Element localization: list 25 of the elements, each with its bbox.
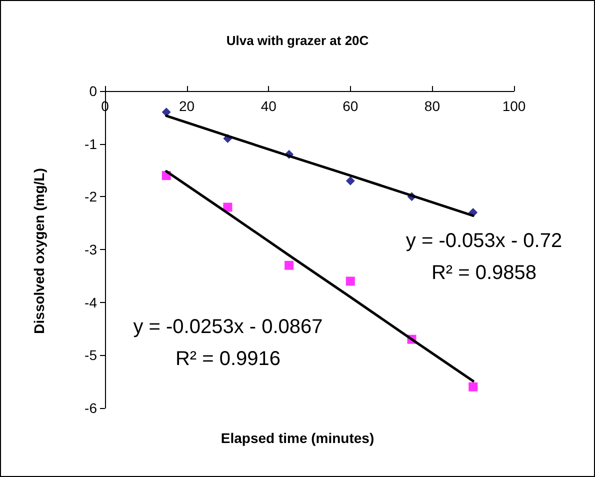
point — [468, 382, 478, 392]
annotation: R² = 0.9858 — [431, 262, 537, 284]
y-tick-label: -2 — [84, 188, 98, 205]
point — [284, 260, 294, 270]
y-tick-label: -4 — [84, 294, 98, 310]
x-tick-label: 100 — [502, 98, 526, 114]
chart-title: Ulva with grazer at 20C — [226, 33, 370, 48]
y-tick-label: -1 — [84, 136, 98, 152]
y-tick-label: -5 — [84, 347, 98, 364]
annotation: y = -0.0253x - 0.0867 — [133, 316, 323, 338]
point — [346, 276, 355, 286]
point — [346, 176, 355, 186]
y-tick-label: -3 — [84, 242, 98, 258]
x-tick-label: 20 — [179, 98, 195, 114]
annotation: R² = 0.9916 — [175, 348, 281, 370]
point — [162, 108, 171, 117]
x-tick-label: 40 — [260, 98, 277, 114]
point — [223, 202, 232, 212]
y-axis-title: Dissolved oxygen (mg/L) — [31, 168, 47, 334]
y-tick-label: -6 — [84, 400, 98, 416]
x-tick-label: 60 — [342, 98, 358, 114]
x-axis-title: Elapsed time (minutes) — [220, 430, 374, 446]
annotation: y = -0.053x - 0.72 — [406, 230, 562, 252]
x-tick-label: 80 — [424, 98, 440, 114]
y-tick-label: 0 — [89, 83, 98, 99]
